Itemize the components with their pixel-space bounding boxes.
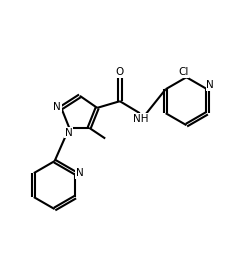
Text: N: N [76,168,84,178]
Text: NH: NH [133,114,148,123]
Text: N: N [53,102,61,111]
Text: O: O [115,67,123,77]
Text: N: N [206,80,213,90]
Text: Cl: Cl [177,67,188,77]
Text: N: N [65,128,72,138]
